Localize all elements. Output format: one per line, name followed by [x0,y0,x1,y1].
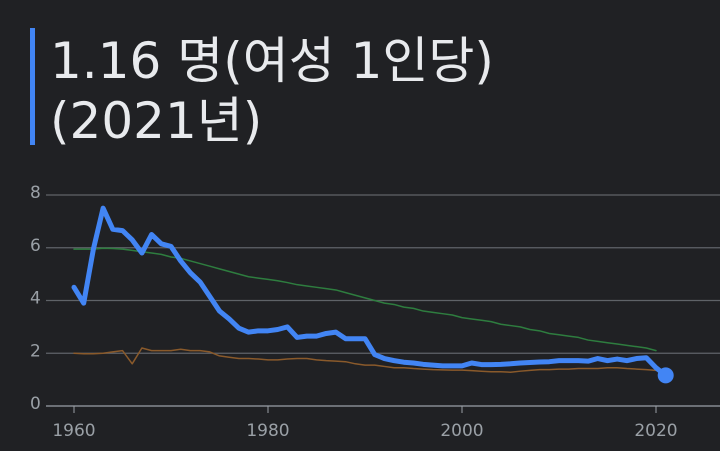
series-line [71,205,669,378]
end-point [657,367,674,384]
x-tick-label: 1980 [246,421,289,441]
x-tick-label: 1960 [52,421,95,441]
y-tick-label: 0 [30,394,41,414]
y-tick-label: 4 [30,289,41,309]
chart-subtitle: (2021년) [50,92,262,150]
x-tick-label: 2020 [634,421,677,441]
chart-title: 1.16 명(여성 1인당) [50,32,494,90]
series-line [73,347,657,373]
series-line [73,247,657,352]
y-tick-label: 2 [30,341,41,361]
title-accent [30,28,35,145]
y-tick-label: 6 [30,236,41,256]
y-tick-label: 8 [30,183,41,203]
x-tick-label: 2000 [440,421,483,441]
